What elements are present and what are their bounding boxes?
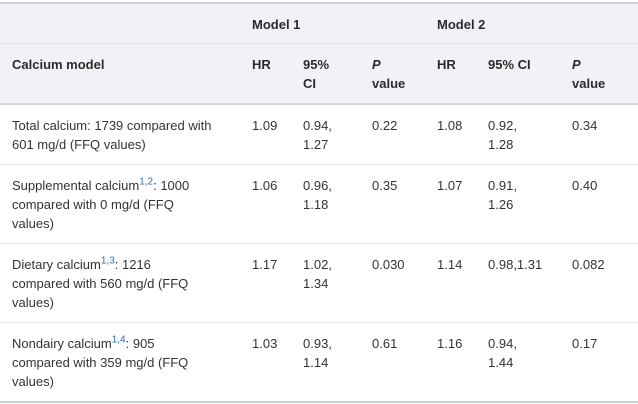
p-header-line2: value <box>372 76 406 91</box>
p-cell-model1: 0.030 <box>372 243 438 323</box>
row-label-suffix: : 905 compared with 359 mg/d (FFQ values… <box>12 336 189 389</box>
ci-line2: 1.28 <box>488 137 514 152</box>
hr-cell-model1: 1.17 <box>252 243 303 323</box>
ci-header-line2: CI <box>303 76 316 91</box>
p-column-header-model1: P value <box>372 43 438 105</box>
hr-cell-model2: 1.08 <box>437 104 489 165</box>
p-cell-model1: 0.61 <box>372 336 398 351</box>
table-row-dietary-calcium: Dietary calcium1,3: 1216 compared with 5… <box>0 243 638 323</box>
table-row-supplemental-calcium: Supplemental calcium1,2: 1000 compared w… <box>0 164 638 244</box>
footnote-link[interactable]: 1,3 <box>100 255 115 267</box>
p-cell-model2: 0.082 <box>572 243 638 323</box>
ci-line2: 1.14 <box>303 355 329 370</box>
ci-line1: 0.96, <box>303 178 332 193</box>
ci-line2: 1.27 <box>303 137 329 152</box>
row-label-suffix: : 1000 compared with 0 mg/d (FFQ values) <box>12 178 190 231</box>
p-cell-model2: 0.17 <box>572 336 598 351</box>
hr-column-header-model2: HR <box>437 43 489 105</box>
row-label-cell: Total calcium: 1739 compared with 601 mg… <box>0 104 252 165</box>
footnote-link[interactable]: 1,2 <box>139 176 154 188</box>
empty-header-cell <box>0 3 252 44</box>
row-label-cell: Supplemental calcium1,2: 1000 compared w… <box>0 164 252 244</box>
ci-line2: 1.34 <box>303 276 329 291</box>
ci-cell-model2: 0.94, 1.44 <box>488 323 572 403</box>
ci-line2: 1.18 <box>303 197 329 212</box>
row-label-text: Dietary calcium <box>12 257 101 272</box>
row-label-text: Total calcium: 1739 compared with 601 mg… <box>12 118 212 152</box>
ci-line1: 0.92, <box>488 118 517 133</box>
hr-cell-model2: 1.07 <box>437 164 489 244</box>
model2-group-header: Model 2 <box>437 3 638 44</box>
p-cell-model1: 0.22 <box>372 104 438 165</box>
ci-cell-model1: 0.93, 1.14 <box>303 323 372 403</box>
hr-column-header-model1: HR <box>252 43 303 105</box>
ci-line1: 0.93, <box>303 336 332 351</box>
model1-group-header: Model 1 <box>252 3 438 44</box>
model-group-header-row: Model 1 Model 2 <box>0 3 638 44</box>
p-header-line2: value <box>572 76 606 91</box>
hr-cell-model1: 1.03 <box>252 336 278 351</box>
row-label-suffix: : 1216 compared with 560 mg/d (FFQ value… <box>12 257 189 310</box>
ci-line1: 1.02, <box>303 257 332 272</box>
hr-cell-model1: 1.06 <box>252 164 303 244</box>
p-cell-model1: 0.35 <box>372 164 438 244</box>
hr-cell-model1: 1.09 <box>252 104 303 165</box>
ci-line2: 1.26 <box>488 197 514 212</box>
row-label-text: Nondairy calcium <box>12 336 112 351</box>
row-label-cell: Nondairy calcium1,4: 905 compared with 3… <box>0 323 252 403</box>
ci-line1: 0.91, <box>488 178 517 193</box>
ci-line2: 1.44 <box>488 355 514 370</box>
ci-line1: 0.94, <box>488 336 517 351</box>
hr-cell-model2: 1.16 <box>437 336 463 351</box>
hr-cell-model2: 1.14 <box>437 243 489 323</box>
column-header-row: Calcium model HR 95% CI P value HR 95% C… <box>0 43 638 105</box>
ci-column-header-model1: 95% CI <box>303 43 372 105</box>
ci-line1: 0.98,1.31 <box>488 257 543 272</box>
p-header-line1: P <box>372 57 381 72</box>
calcium-model-column-header: Calcium model <box>0 43 252 105</box>
ci-column-header-model2: 95% CI <box>488 43 573 105</box>
ci-cell-model1: 1.02, 1.34 <box>303 243 372 323</box>
ci-cell-model2: 0.98,1.31 <box>488 243 573 323</box>
table-row-total-calcium: Total calcium: 1739 compared with 601 mg… <box>0 104 638 165</box>
footnote-link[interactable]: 1,4 <box>111 334 126 346</box>
table-row-nondairy-calcium: Nondairy calcium1,4: 905 compared with 3… <box>0 323 638 403</box>
ci-line1: 0.94, <box>303 118 332 133</box>
row-label-cell: Dietary calcium1,3: 1216 compared with 5… <box>0 243 252 323</box>
p-cell-model2: 0.34 <box>572 104 638 165</box>
ci-cell-model2: 0.91, 1.26 <box>488 164 573 244</box>
p-header-line1: P <box>572 57 581 72</box>
p-cell-model2: 0.40 <box>572 164 638 244</box>
ci-header-line1: 95% <box>303 57 330 72</box>
p-column-header-model2: P value <box>572 43 638 105</box>
ci-cell-model2: 0.92, 1.28 <box>488 104 573 165</box>
ci-cell-model1: 0.94, 1.27 <box>303 104 372 165</box>
ci-cell-model1: 0.96, 1.18 <box>303 164 372 244</box>
row-label-text: Supplemental calcium <box>12 178 140 193</box>
